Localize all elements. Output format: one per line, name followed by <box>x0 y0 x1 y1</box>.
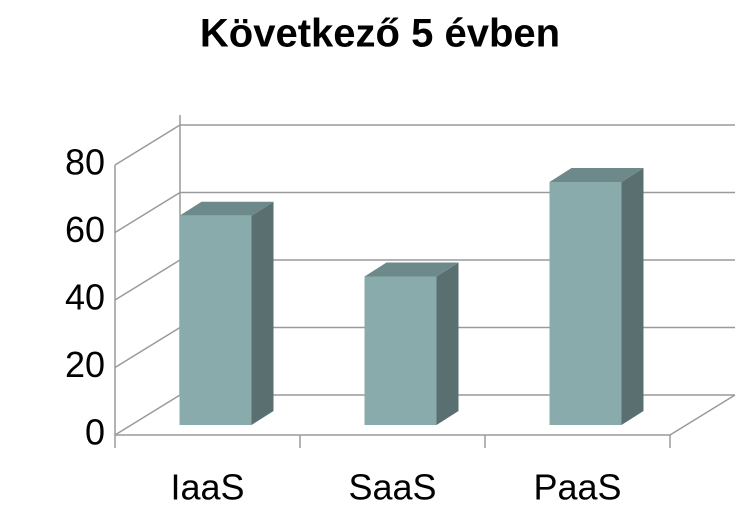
y-tick-label: 0 <box>85 412 105 453</box>
bar-front <box>549 182 622 425</box>
grid-line <box>114 124 735 166</box>
bar-side <box>621 168 644 425</box>
bar <box>179 201 274 425</box>
bar-side <box>251 201 274 425</box>
y-tick-label: 40 <box>65 277 105 318</box>
y-tick-label: 80 <box>65 142 105 183</box>
bar-top <box>179 201 274 216</box>
bar <box>364 262 459 425</box>
bar-top <box>549 168 644 182</box>
bar-top <box>364 262 459 277</box>
floor-right <box>669 394 736 436</box>
y-tick-label: 20 <box>65 344 105 385</box>
bar <box>549 168 644 425</box>
x-tick-label: IaaS <box>170 467 244 508</box>
y-tick-label: 60 <box>65 209 105 250</box>
bar-side <box>436 262 459 425</box>
bar-front <box>179 215 252 425</box>
bar-front <box>364 276 437 425</box>
chart-title: Következő 5 évben <box>200 12 560 56</box>
x-tick-label: PaaS <box>533 467 621 508</box>
x-tick-label: SaaS <box>348 467 436 508</box>
